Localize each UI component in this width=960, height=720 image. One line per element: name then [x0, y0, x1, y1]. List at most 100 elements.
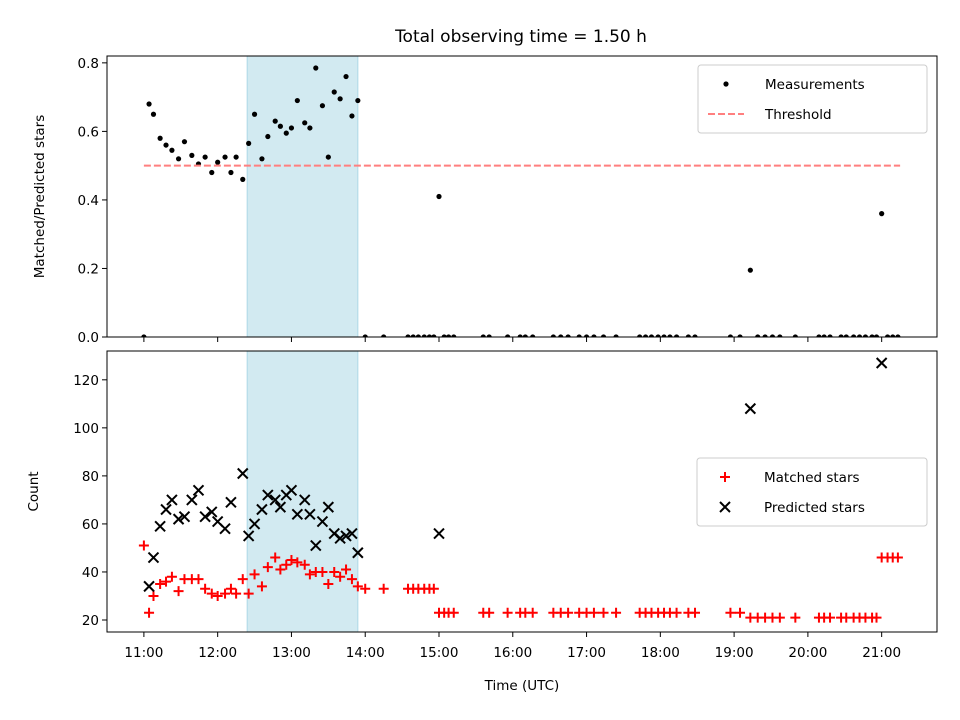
x-tick-label: 11:00 [124, 645, 163, 661]
measurement-point [181, 139, 188, 145]
measurement-point [288, 125, 295, 131]
measurement-point [451, 334, 457, 337]
predicted-star-point [352, 547, 364, 559]
matched-star-point [335, 571, 346, 582]
predicted-star-point [206, 506, 218, 518]
predicted-star-point [346, 527, 358, 540]
predicted-star-point [291, 508, 304, 521]
measurement-point [150, 111, 157, 117]
predicted-star-point [285, 484, 298, 497]
measurement-point [355, 97, 361, 104]
x-tick-label: 17:00 [567, 645, 606, 661]
predicted-star-point [744, 402, 757, 415]
bottom-panel: 20 40 60 80 100 120 11:00 12:00 13:00 14:00 15:00 1… [26, 350, 938, 694]
matched-star-point [144, 607, 155, 618]
measurement-point [233, 154, 239, 160]
measurement-point [209, 169, 215, 176]
measurement-point [405, 334, 411, 337]
measurement-point [827, 334, 833, 337]
matched-star-point [270, 552, 281, 563]
measurement-point [480, 334, 486, 337]
matched-star-point [200, 583, 211, 594]
legend: Measurements Threshold [697, 64, 928, 134]
matched-star-point [360, 583, 371, 594]
matched-star-point [563, 607, 574, 618]
predicted-star-point [242, 530, 255, 542]
y-axis-label: Count [26, 471, 42, 511]
x-axis-label: Time (UTC) [484, 678, 560, 694]
matched-star-point [256, 581, 267, 592]
matched-star-point [281, 559, 292, 570]
measurement-point [769, 334, 776, 337]
measurement-point [169, 147, 175, 153]
measurement-point [215, 159, 221, 165]
matched-star-point [448, 607, 459, 618]
measurement-point [517, 334, 523, 337]
measurement-point [558, 334, 564, 337]
measurement-point [661, 334, 667, 337]
measurement-point [576, 334, 582, 337]
measurement-point [777, 334, 783, 337]
measurement-point [550, 334, 556, 337]
measurement-point [869, 334, 875, 337]
predicted-star-point [219, 523, 231, 535]
predicted-star-point [304, 508, 316, 521]
figure-title: Total observing time = 1.50 h [394, 27, 647, 47]
measurement-point [856, 334, 863, 337]
matched-star-point [286, 554, 297, 565]
x-tick-label: 20:00 [788, 645, 827, 661]
predicted-star-point [334, 532, 346, 545]
measurement-point [202, 154, 208, 160]
matched-star-point [138, 540, 149, 551]
axes-frame [106, 55, 938, 338]
matched-star-point [173, 586, 184, 597]
y-tick-label: 60 [82, 517, 99, 533]
measurement-point [415, 334, 421, 337]
matched-star-point [161, 576, 172, 587]
matched-star-point [275, 564, 286, 575]
x-tick-label: 16:00 [493, 645, 532, 661]
predicted-star-point [322, 501, 335, 513]
measurement-point [146, 101, 152, 107]
measurement-point [648, 334, 655, 337]
measurement-point [530, 334, 536, 337]
plot-area [141, 65, 901, 337]
matched-star-point [225, 583, 236, 594]
measurement-point [821, 334, 827, 337]
matched-star-point [611, 607, 622, 618]
legend-entry-label: Threshold [764, 107, 832, 123]
y-tick-label: 0.6 [78, 124, 99, 140]
predicted-star-point [262, 489, 274, 501]
matched-star-point [527, 607, 538, 618]
measurement-point [436, 193, 442, 200]
legend-entry-label: Predicted stars [764, 500, 865, 516]
matched-star-point [378, 583, 389, 594]
measurement-point [890, 334, 896, 337]
measurement-point [843, 334, 849, 337]
measurement-point [426, 334, 433, 337]
measurement-point [362, 334, 368, 337]
measurement-point [410, 334, 416, 337]
legend-box [697, 64, 928, 134]
measurement-point [565, 334, 571, 337]
measurement-point [319, 103, 326, 109]
predicted-star-point [225, 496, 237, 509]
measurement-point [294, 97, 300, 104]
matched-star-point [428, 583, 439, 594]
measurement-point [141, 334, 147, 337]
measurement-point [283, 130, 289, 136]
matched-star-point [155, 578, 166, 589]
y-tick-label: 0.0 [78, 330, 99, 346]
measurement-point [445, 334, 452, 337]
matched-star-point [329, 566, 340, 577]
predicted-star-point [186, 494, 198, 506]
measurement-point [431, 334, 437, 337]
top-panel: 0.0 0.2 0.4 0.6 0.8 Matched/Predicted stars Me… [32, 55, 938, 346]
matched-star-point [237, 574, 248, 585]
measurement-point [331, 89, 337, 95]
measurement-point [302, 120, 308, 126]
measurement-point [862, 334, 869, 337]
predicted-star-point [433, 527, 445, 540]
measurement-point [175, 156, 182, 162]
